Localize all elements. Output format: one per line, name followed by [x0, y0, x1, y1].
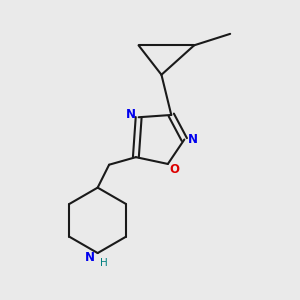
Text: N: N	[125, 108, 136, 121]
Text: O: O	[169, 163, 179, 176]
Text: N: N	[188, 133, 197, 146]
Text: N: N	[85, 251, 94, 265]
Text: H: H	[100, 258, 107, 268]
